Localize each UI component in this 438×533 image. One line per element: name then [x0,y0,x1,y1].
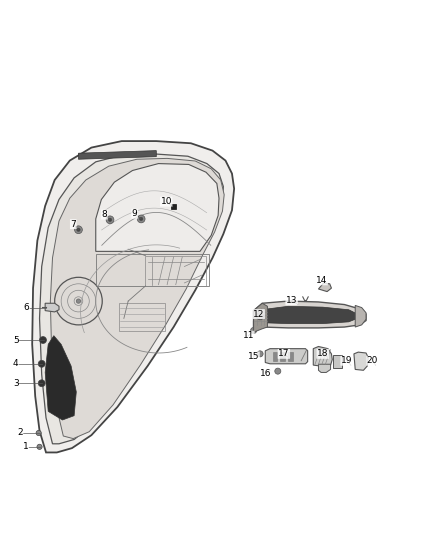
Text: 17: 17 [278,349,290,358]
Circle shape [38,360,45,367]
Polygon shape [96,164,219,252]
Circle shape [257,351,263,357]
Circle shape [39,336,46,343]
Circle shape [137,215,145,223]
Text: 5: 5 [13,335,19,344]
Circle shape [106,216,114,224]
Circle shape [275,368,281,374]
Circle shape [74,226,82,233]
Bar [170,204,176,209]
Text: 4: 4 [13,359,18,368]
Polygon shape [265,349,307,364]
Polygon shape [318,364,331,373]
Polygon shape [39,154,223,444]
Circle shape [76,299,81,303]
Text: 1: 1 [23,442,28,451]
Text: 13: 13 [286,296,297,305]
Polygon shape [45,303,59,312]
Bar [333,355,342,368]
Text: 18: 18 [317,349,328,358]
Polygon shape [355,305,366,327]
Text: 15: 15 [248,352,259,361]
Text: 9: 9 [132,209,138,218]
Circle shape [36,430,41,435]
Text: 16: 16 [260,369,272,378]
Text: 8: 8 [102,210,107,219]
Text: 6: 6 [24,303,29,312]
Text: 11: 11 [243,331,254,340]
Text: 12: 12 [253,310,265,319]
Polygon shape [32,141,234,453]
Polygon shape [45,336,76,420]
Polygon shape [50,158,224,439]
Circle shape [139,217,143,221]
Circle shape [37,444,42,449]
Text: 19: 19 [341,356,352,365]
Text: 20: 20 [367,356,378,365]
Text: 3: 3 [13,379,19,388]
Bar [273,352,277,361]
Polygon shape [318,283,332,292]
Circle shape [77,228,80,231]
Polygon shape [254,303,268,332]
Circle shape [38,380,45,387]
Bar [288,352,293,361]
Polygon shape [254,301,366,332]
Polygon shape [313,346,332,367]
Circle shape [108,218,112,222]
Text: 7: 7 [71,220,76,229]
Text: 2: 2 [17,429,23,438]
Text: 10: 10 [160,197,172,206]
Polygon shape [354,352,368,370]
Text: 14: 14 [316,276,328,285]
Bar [280,352,285,361]
Circle shape [251,327,257,334]
Polygon shape [78,151,156,159]
Polygon shape [261,306,357,324]
